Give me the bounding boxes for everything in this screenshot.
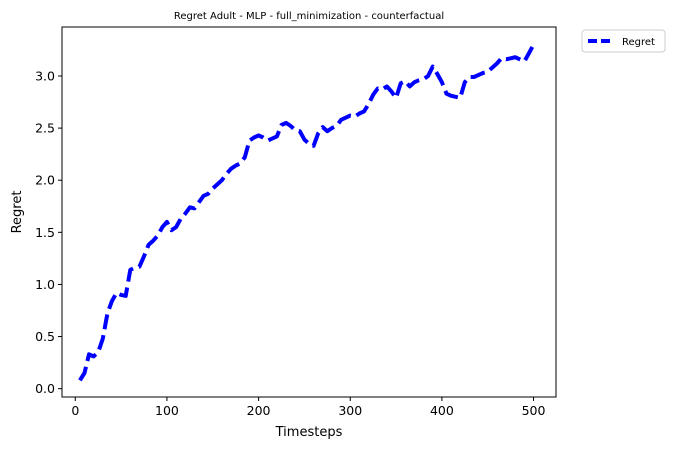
x-tick-label: 0 bbox=[71, 403, 79, 418]
x-tick-label: 200 bbox=[247, 403, 271, 418]
x-axis-title: Timesteps bbox=[275, 425, 343, 440]
legend: Regret bbox=[581, 29, 666, 53]
x-axis: 0 100 200 300 400 500 bbox=[71, 397, 546, 418]
x-tick-label: 400 bbox=[430, 403, 454, 418]
y-tick-label: 2.0 bbox=[35, 173, 55, 188]
series-line-regret bbox=[78, 43, 536, 382]
y-tick-label: 0.5 bbox=[35, 329, 55, 344]
y-tick-label: 1.0 bbox=[35, 277, 55, 292]
y-tick-label: 3.0 bbox=[35, 68, 55, 83]
x-tick-label: 100 bbox=[155, 403, 179, 418]
x-tick-label: 500 bbox=[522, 403, 546, 418]
legend-label-regret: Regret bbox=[622, 37, 655, 48]
y-axis: 0.0 0.5 1.0 1.5 2.0 2.5 3.0 bbox=[35, 68, 62, 396]
y-tick-label: 0.0 bbox=[35, 381, 55, 396]
x-tick-label: 300 bbox=[338, 403, 362, 418]
y-tick-label: 2.5 bbox=[35, 121, 55, 136]
plot-series bbox=[78, 43, 536, 382]
chart-title: Regret Adult - MLP - full_minimization -… bbox=[174, 11, 444, 22]
y-axis-title: Regret bbox=[10, 191, 25, 234]
plot-frame bbox=[61, 26, 557, 398]
legend-box bbox=[581, 29, 666, 53]
y-tick-label: 1.5 bbox=[35, 225, 55, 240]
